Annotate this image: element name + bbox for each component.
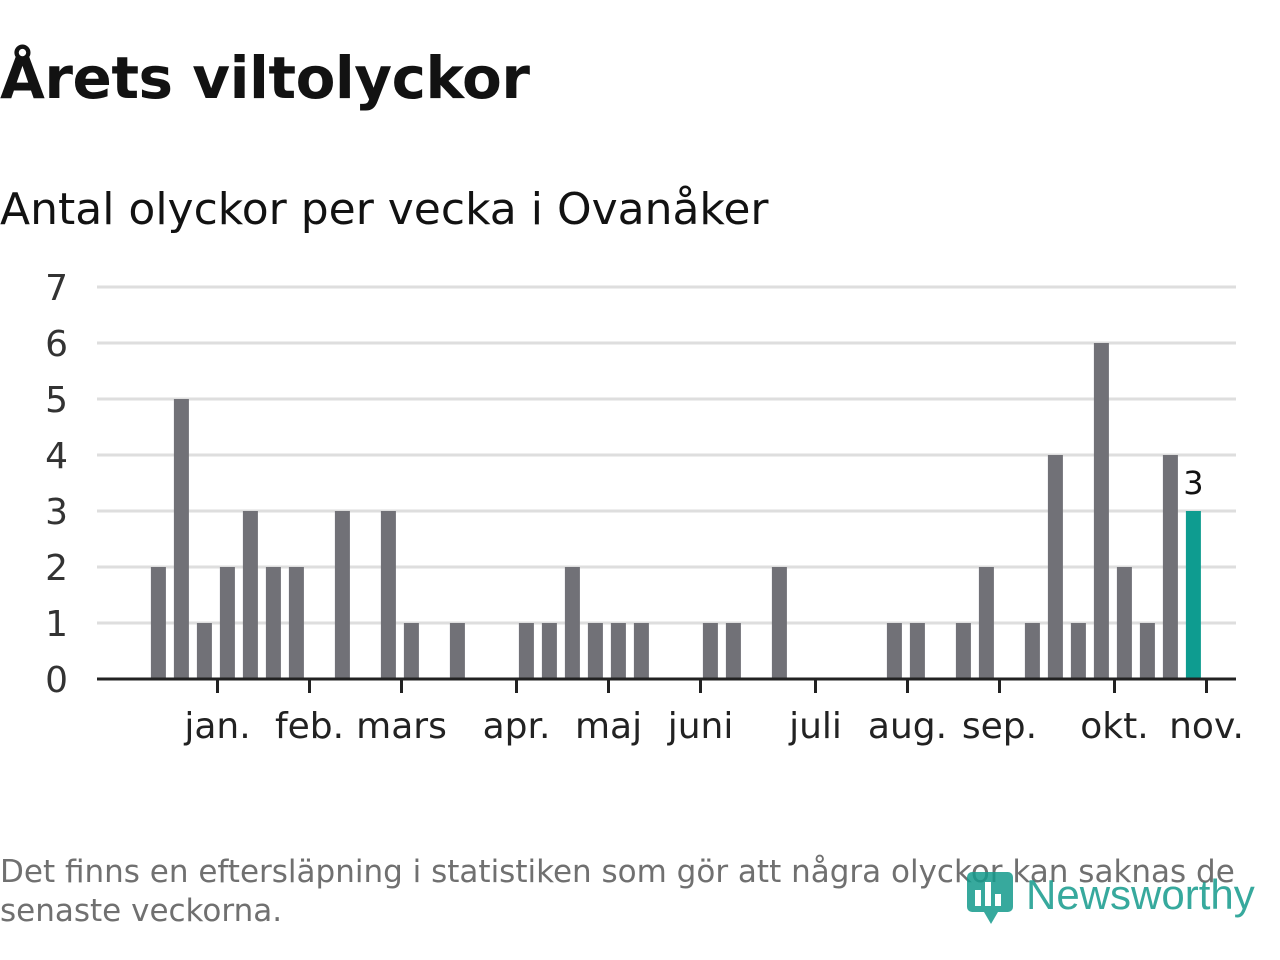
bar (150, 567, 166, 679)
y-tick-label: 5 (45, 380, 68, 421)
chart-title: Årets viltolyckor (0, 44, 530, 112)
bar (610, 623, 626, 679)
bar (380, 511, 396, 679)
bar (173, 399, 189, 679)
bar (196, 623, 212, 679)
y-tick-label: 6 (45, 324, 68, 365)
bar (909, 623, 925, 679)
bar-latest-week (1185, 511, 1201, 679)
bar (978, 567, 994, 679)
data-labels: 3 (1183, 464, 1203, 502)
bar (1116, 567, 1132, 679)
newsworthy-logo-icon (967, 872, 1013, 924)
bar (518, 623, 534, 679)
x-tick-label: feb. (275, 706, 344, 747)
y-tick-label: 2 (45, 548, 68, 589)
bar (702, 623, 718, 679)
bar (1162, 455, 1178, 679)
y-axis-ticks: 0 1 2 3 4 5 6 7 (45, 268, 68, 701)
x-tick-label: sep. (962, 706, 1037, 747)
bar (449, 623, 465, 679)
bar (1047, 455, 1063, 679)
bar (1070, 623, 1086, 679)
x-tick-label: okt. (1080, 706, 1148, 747)
bar (334, 511, 350, 679)
gridlines (97, 285, 1236, 625)
footnote: Det finns en eftersläpning i statistiken… (0, 854, 1235, 929)
y-tick-label: 7 (45, 268, 68, 309)
x-axis: jan. feb. mars apr. maj juni juli aug. sep. okt. n… (97, 677, 1244, 747)
bar (403, 623, 419, 679)
bar (1139, 623, 1155, 679)
bar (541, 623, 557, 679)
x-tick-label: apr. (483, 706, 551, 747)
data-label: 3 (1183, 464, 1203, 502)
x-tick-label: juli (788, 706, 842, 747)
x-tick-label: juni (667, 706, 734, 747)
x-tick-label: nov. (1169, 706, 1244, 747)
y-tick-label: 0 (45, 660, 68, 701)
bar (633, 623, 649, 679)
bar (886, 623, 902, 679)
x-tick-label: aug. (868, 706, 947, 747)
y-tick-label: 1 (45, 604, 68, 645)
y-tick-label: 4 (45, 436, 68, 477)
bar (955, 623, 971, 679)
bar (288, 567, 304, 679)
bar (1024, 623, 1040, 679)
bars (150, 343, 1201, 679)
bar (265, 567, 281, 679)
x-tick-label: maj (575, 706, 642, 747)
x-tick-label: jan. (183, 706, 250, 747)
bar (564, 567, 580, 679)
y-tick-label: 3 (45, 492, 68, 533)
bar (725, 623, 741, 679)
bar (1093, 343, 1109, 679)
bar (242, 511, 258, 679)
chart-subtitle: Antal olyckor per vecka i Ovanåker (0, 184, 769, 235)
brand-name: Newsworthy (1026, 871, 1255, 918)
newsworthy-logo[interactable]: Newsworthy (964, 862, 1276, 928)
x-tick-label: mars (356, 706, 447, 747)
bar-chart: 0 1 2 3 4 5 6 7 jan. feb. mars apr. maj juni juli aug.… (45, 268, 1244, 747)
bar (771, 567, 787, 679)
bar (219, 567, 235, 679)
bar (587, 623, 603, 679)
